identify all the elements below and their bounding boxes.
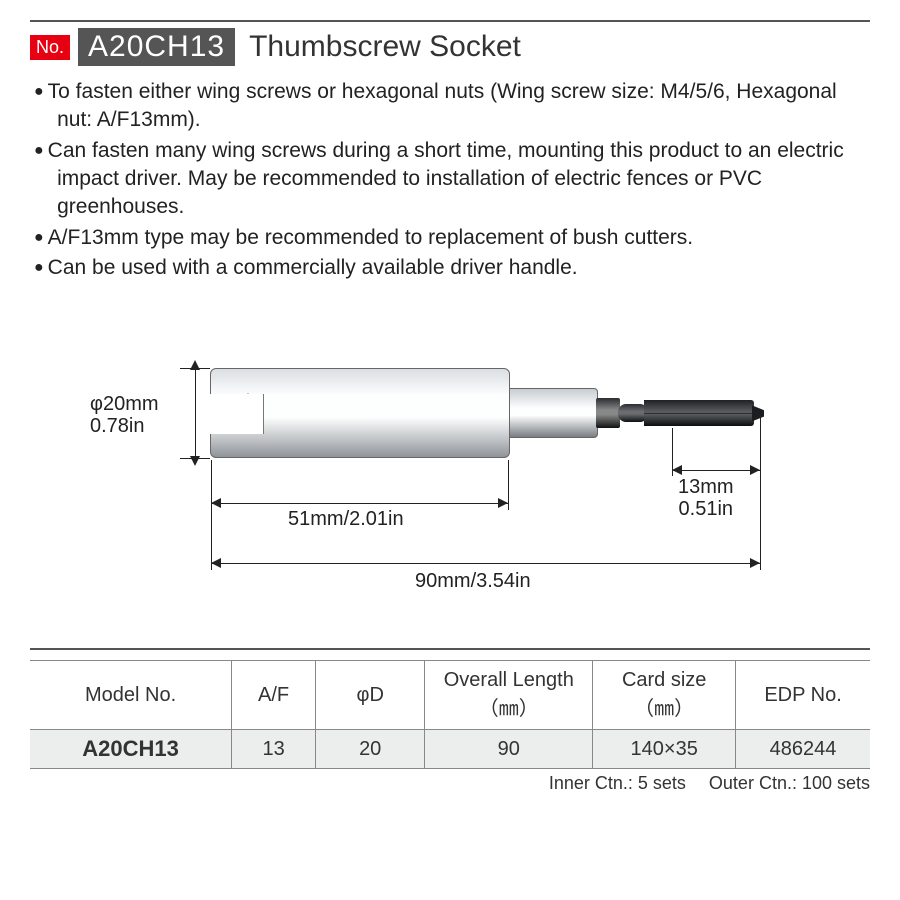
- cell-card-size: 140×35: [593, 730, 736, 769]
- table-header-row: Model No. A/F φD Overall Length （㎜） Card…: [30, 661, 870, 730]
- cell-model: A20CH13: [30, 730, 232, 769]
- arrow-right-icon: [498, 498, 508, 508]
- feature-item: Can fasten many wing screws during a sho…: [34, 137, 870, 222]
- body-length-label: 51mm/2.01in: [288, 508, 404, 530]
- feature-item: Can be used with a commercially availabl…: [34, 254, 870, 282]
- col-phi-d: φD: [316, 661, 425, 730]
- col-overall-length: Overall Length （㎜）: [425, 661, 593, 730]
- no-badge: No.: [30, 35, 70, 60]
- diameter-label: φ20mm 0.78in: [90, 393, 159, 437]
- dim-tick: [195, 368, 196, 458]
- arrow-right-icon: [750, 465, 760, 475]
- arrow-right-icon: [750, 558, 760, 568]
- dim-tick: [760, 476, 761, 570]
- cell-overall-length: 90: [425, 730, 593, 769]
- dim-line: [211, 563, 760, 564]
- carton-footer: Inner Ctn.: 5 sets Outer Ctn.: 100 sets: [30, 773, 870, 794]
- dim-line: [211, 503, 508, 504]
- dim-tick: [508, 460, 509, 510]
- feature-list: To fasten either wing screws or hexagona…: [34, 78, 870, 282]
- socket-slot: [208, 394, 264, 434]
- dimension-diagram: φ20mm 0.78in 6 51mm/2.01in 13mm 0.51in 9…: [30, 298, 870, 618]
- header: No. A20CH13 Thumbscrew Socket: [30, 28, 870, 66]
- table-top-rule: [30, 648, 870, 650]
- arrow-left-icon: [211, 558, 221, 568]
- shank-tip: [752, 405, 764, 421]
- header-rule: [30, 20, 870, 22]
- shank-hex: [644, 400, 754, 426]
- shank-ring: [596, 398, 620, 428]
- shank-end-label: 13mm 0.51in: [678, 476, 734, 520]
- inner-carton: Inner Ctn.: 5 sets: [549, 773, 686, 793]
- table-row: A20CH13 13 20 90 140×35 486244: [30, 730, 870, 769]
- socket-step: [508, 388, 598, 438]
- page-title: Thumbscrew Socket: [249, 30, 521, 64]
- col-card-size: Card size （㎜）: [593, 661, 736, 730]
- arrow-left-icon: [211, 498, 221, 508]
- dim-tick: [180, 368, 210, 369]
- feature-item: To fasten either wing screws or hexagona…: [34, 78, 870, 135]
- outer-carton: Outer Ctn.: 100 sets: [709, 773, 870, 793]
- arrow-left-icon: [672, 465, 682, 475]
- cell-af: 13: [232, 730, 316, 769]
- col-edp: EDP No.: [736, 661, 870, 730]
- col-af: A/F: [232, 661, 316, 730]
- cell-edp: 486244: [736, 730, 870, 769]
- model-badge: A20CH13: [78, 28, 235, 66]
- cell-phi-d: 20: [316, 730, 425, 769]
- spec-table: Model No. A/F φD Overall Length （㎜） Card…: [30, 660, 870, 769]
- dim-line: [672, 470, 760, 471]
- dim-tick: [760, 416, 761, 476]
- overall-length-label: 90mm/3.54in: [415, 570, 531, 592]
- feature-item: A/F13mm type may be recommended to repla…: [34, 224, 870, 252]
- col-model: Model No.: [30, 661, 232, 730]
- dim-tick: [180, 458, 210, 459]
